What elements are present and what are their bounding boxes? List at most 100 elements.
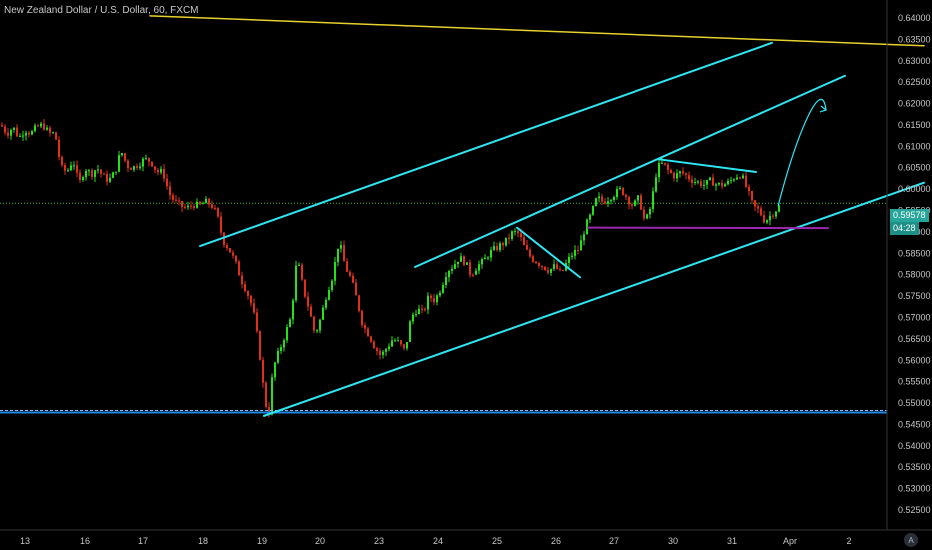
candle [190,201,192,210]
candle [265,380,267,409]
candle [184,203,186,210]
candle [295,260,297,303]
candle [703,179,705,190]
candle [721,179,723,190]
candle [757,202,759,214]
candle [598,192,600,203]
price-tick-label: 0.63000 [898,56,931,66]
candle [394,338,396,342]
candle [769,211,771,226]
candle [220,211,222,236]
candle [121,152,123,157]
candle [535,260,537,264]
candle [514,228,516,236]
time-tick-label: 23 [374,536,384,546]
candle [253,298,255,315]
candle [550,268,552,276]
candle [127,159,129,173]
candle [562,269,564,272]
candle [397,336,399,342]
candle [556,260,558,270]
candle [592,205,594,216]
resistance-line-1[interactable] [516,226,581,279]
candle [523,234,525,246]
candle [94,169,96,182]
time-tick-label: 18 [198,536,208,546]
channel-upper-line-1[interactable] [199,41,773,248]
candle [283,338,285,352]
candle [499,241,501,253]
auto-scale-button[interactable]: A [901,530,921,550]
channel-upper-line-2[interactable] [414,74,846,268]
candle [232,250,234,259]
price-tick-label: 0.55000 [898,398,931,408]
price-tick-label: 0.62500 [898,77,931,87]
candle [367,326,369,337]
candle [706,179,708,190]
projection-arrow-curve[interactable] [777,98,827,207]
candle [85,168,87,181]
candle [385,347,387,356]
resistance-line-2[interactable] [657,158,757,174]
candle [529,247,531,259]
candle [439,290,441,298]
candle [31,129,33,136]
candle [553,259,555,271]
candle [433,294,435,306]
candle [28,130,30,138]
candle [463,255,465,267]
candle [118,150,120,173]
candle [13,127,15,133]
candle [79,169,81,183]
price-axis[interactable]: 0.64000 0.63500 0.63000 0.62500 0.62000 0.615… [898,13,931,515]
price-tick-label: 0.64000 [898,13,931,23]
candle [547,267,549,275]
candle [748,184,750,197]
candle [91,168,93,180]
candle [49,125,51,137]
price-tick-label: 0.53000 [898,484,931,494]
price-tick-label: 0.61000 [898,141,931,151]
candle [196,198,198,209]
candle [628,195,630,210]
candle [430,293,432,303]
candle [724,182,726,187]
candle [205,196,207,204]
candle [487,255,489,261]
candle [73,161,75,170]
candle [349,269,351,278]
candle [289,317,291,328]
candle [172,192,174,204]
candle [637,195,639,205]
time-tick-label: 16 [80,536,90,546]
candle [745,171,747,189]
price-tick-label: 0.63500 [898,34,931,44]
candle [649,206,651,219]
candle [355,279,357,296]
candle [763,210,765,224]
candle [202,201,204,205]
candle [316,329,318,334]
candle [754,199,756,211]
candle [667,162,669,175]
candle [187,201,189,210]
time-tick-label: 24 [433,536,443,546]
time-axis[interactable]: 13 16 17 18 19 20 23 24 25 26 27 30 31 Apr 2 [20,536,852,546]
candle [40,121,42,129]
candle [412,312,414,325]
candle [415,310,417,317]
candle [238,259,240,276]
candle [568,253,570,268]
channel-lower-line[interactable] [263,181,925,417]
candle [616,186,618,200]
candle [178,197,180,206]
yellow-trend-line[interactable] [149,15,925,47]
candle [43,118,45,131]
candle [505,237,507,247]
candle [319,318,321,334]
candle [580,235,582,251]
candle [64,162,66,175]
price-tick-label: 0.52500 [898,505,931,515]
